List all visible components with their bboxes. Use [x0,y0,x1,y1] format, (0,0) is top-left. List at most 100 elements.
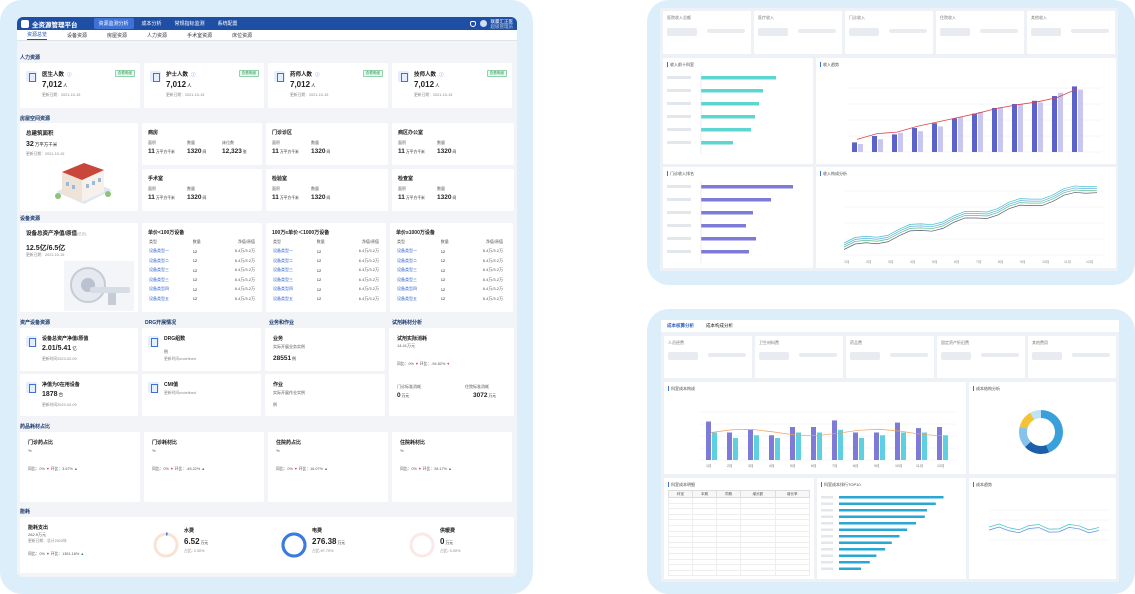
equipment-type-link[interactable]: 设备类型五 [149,295,169,301]
info-icon[interactable]: ⓘ [67,72,72,77]
table-cell: 12 [316,286,322,292]
rank-bar [839,528,908,531]
table-cell: 12 [316,267,322,273]
cost-tab-composition[interactable]: 成本构成分析 [706,323,733,328]
equipment-table: 类型 数量 净值/原值 设备类型一 12 6.4万/3.2万 设备类型二 12 6.4万/3.2… [148,237,256,304]
cost-kpi-card: 其他费用 [1028,336,1116,378]
avatar[interactable] [479,20,487,27]
table-row: 设备类型三 12 6.4万/3.2万 [148,275,256,285]
detail-tag[interactable]: 查看明细 [114,70,135,77]
reagent-yoy: 同比：0% [397,362,414,366]
equipment-type-link[interactable]: 设备类型一 [149,248,169,254]
month-tick: 10月 [1042,259,1049,264]
info-icon[interactable]: ⓘ [191,72,196,77]
equipment-type-link[interactable]: 设备类型三 [273,276,293,282]
drug-card-unit: % [152,448,156,453]
detail-tag[interactable]: 查看明细 [486,70,507,77]
cost-kpi-value-placeholder [941,352,971,360]
detail-tag[interactable]: 查看明细 [362,70,383,77]
equipment-type-link[interactable]: 设备类型四 [273,286,293,292]
room-count-unit: 间 [452,150,457,154]
nav-tab-resource[interactable]: 资源监测分析 [93,18,134,29]
table-cell [774,569,810,577]
app-title: 全资源管理平台 [32,21,78,29]
table-header: 净值/原值 [361,238,379,244]
revenue-bar [912,128,917,152]
dept-bar [701,115,755,119]
equipment-type-link[interactable]: 设备类型一 [397,248,417,254]
down-arrow-icon: ▼ [44,467,51,471]
info-icon[interactable]: ⓘ [315,72,320,77]
equipment-type-link[interactable]: 设备类型五 [273,295,293,301]
month-tick: 2月 [727,463,733,468]
equipment-type-link[interactable]: 设备类型三 [149,267,169,273]
table-cell: 6.4万/3.2万 [234,276,255,282]
bell-icon[interactable] [469,20,476,27]
month-tick: 5月 [932,259,937,264]
revenue-bar-prev [958,116,963,152]
equipment-type-link[interactable]: 设备类型二 [273,257,293,263]
rank-bar [839,502,936,505]
dept-cost-chart: 科室成本构成 1月 2月 3月 4月 5月 6月 7月 8月 9月 10月 11月 12月 [664,382,966,474]
room-area-unit: 万平方千米 [279,150,299,154]
table-row: 设备类型四 12 6.4万/3.2万 [272,285,380,295]
month-tick: 5月 [790,463,796,468]
nav-tab-cost[interactable]: 成本分析 [141,21,162,27]
nav-tab-monitor[interactable]: 常规指标监测 [174,21,205,27]
revenue-bar-prev [1058,92,1063,152]
revenue-bar-prev [898,132,903,152]
energy-item-pct: 占比: 2.30% [184,549,205,553]
cost-structure-title: 成本结构分析 [973,386,1000,392]
equipment-type-link[interactable]: 设备类型四 [397,286,417,292]
cost-bar-prev [922,432,927,460]
equipment-type-link[interactable]: 设备类型三 [397,276,417,282]
table-row[interactable] [668,502,810,510]
equipment-type-link[interactable]: 设备类型四 [149,286,169,292]
dept-bar [701,141,733,145]
section-assets: 资产设备资源 [20,320,51,326]
table-cell: 6.4万/3.2万 [358,257,379,263]
equipment-type-link[interactable]: 设备类型二 [397,257,417,263]
cost-kpi-card: 药品费 [846,336,934,378]
table-row[interactable] [668,513,810,521]
equipment-type-link[interactable]: 设备类型一 [273,248,293,254]
hr-card-title: 护士人数 [166,72,189,78]
table-cell: 6.4万/3.2万 [358,248,379,254]
room-count-unit: 间 [326,196,331,200]
table-cell: 12 [440,248,446,254]
staff-icon [398,71,409,82]
equipment-table: 类型 数量 净值/原值 设备类型一 12 6.4万/3.2万 设备类型二 12 6.4万/3.2… [396,237,504,304]
cost-tab-accounting[interactable]: 成本核算分析 [667,323,694,328]
cost-bar [832,420,837,460]
subtab-bed[interactable]: 床位资源 [232,32,253,39]
energy-ring-fill [153,532,179,558]
equipment-type-link[interactable]: 设备类型三 [149,276,169,282]
subtab-hr[interactable]: 人力资源 [147,32,168,39]
revenue-kpi-delta-placeholder [889,29,927,33]
donut-slice [1030,410,1042,420]
equipment-type-link[interactable]: 设备类型五 [397,295,417,301]
info-icon[interactable]: ⓘ [439,72,444,77]
table-row: 设备类型五 12 6.4万/3.2万 [272,294,380,304]
table-cell: 6.4万/3.2万 [482,257,503,263]
table-row[interactable] [668,497,810,504]
equipment-type-link[interactable]: 设备类型三 [397,267,417,273]
down-arrow-icon: ▼ [414,362,419,366]
table-row: 设备类型三 12 6.4万/3.2万 [396,275,504,285]
nav-tab-config[interactable]: 系统配置 [217,21,238,27]
table-row[interactable] [668,569,810,577]
subtab-equipment[interactable]: 设备资源 [67,32,88,39]
outpatient-bar-label [667,237,691,240]
subtab-overview[interactable]: 资源总览 [27,31,48,40]
energy-yoy: 同比：0% [28,552,45,556]
equipment-type-link[interactable]: 设备类型二 [149,257,169,263]
cost-bar [853,432,858,460]
equipment-type-link[interactable]: 设备类型三 [273,267,293,273]
detail-tag[interactable]: 查看明细 [238,70,259,77]
subtab-housing[interactable]: 房屋资源 [107,32,128,39]
subtab-or[interactable]: 手术室资源 [187,32,213,39]
cmi-card: CMI值 更新时间undefined [142,374,261,416]
growth-line [856,88,1078,140]
drug-card-title: 门诊药占比 [28,440,54,446]
revenue-kpi-card: 其他收入 [1027,11,1115,54]
